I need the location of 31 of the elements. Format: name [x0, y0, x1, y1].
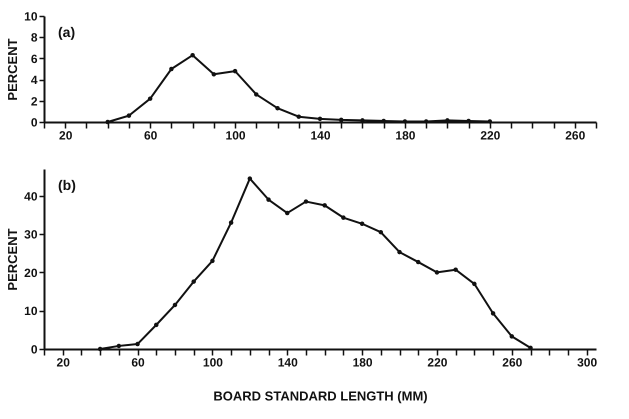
y-axis-title: PERCENT	[5, 228, 20, 291]
x-tick-label: 180	[352, 356, 373, 370]
y-tick-label: 4	[30, 73, 38, 88]
x-tick-label: 100	[202, 356, 224, 370]
y-axis-title: PERCENT	[5, 38, 20, 101]
x-tick-label: 60	[144, 128, 158, 142]
y-tick-label: 0	[30, 116, 38, 130]
y-tick-label: 10	[24, 10, 38, 24]
x-tick-label: 260	[565, 128, 586, 142]
x-tick-label: 260	[502, 356, 523, 370]
annotation: (b)	[58, 177, 76, 193]
y-tick-label: 40	[24, 189, 38, 204]
x-tick-label: 140	[278, 356, 298, 370]
y-tick-label: 6	[30, 52, 38, 66]
x-tick-label: 180	[395, 128, 416, 142]
y-tick-label: 20	[24, 266, 38, 280]
x-tick-label: 220	[427, 356, 448, 370]
x-tick-label: 300	[577, 356, 598, 370]
y-tick-label: 30	[24, 228, 38, 242]
x-tick-label: 20	[59, 128, 73, 142]
x-axis-title: BOARD STANDARD LENGTH (MM)	[213, 388, 428, 404]
x-tick-label: 60	[131, 356, 146, 370]
y-tick-label: 8	[30, 30, 38, 45]
x-tick-label: 20	[56, 356, 70, 370]
x-tick-label: 220	[480, 128, 501, 142]
y-tick-label: 10	[24, 304, 38, 318]
y-tick-label: 0	[30, 342, 38, 356]
x-tick-label: 140	[310, 128, 331, 142]
x-tick-label: 100	[226, 128, 246, 142]
annotation: (a)	[58, 24, 76, 40]
y-tick-label: 2	[30, 94, 38, 108]
